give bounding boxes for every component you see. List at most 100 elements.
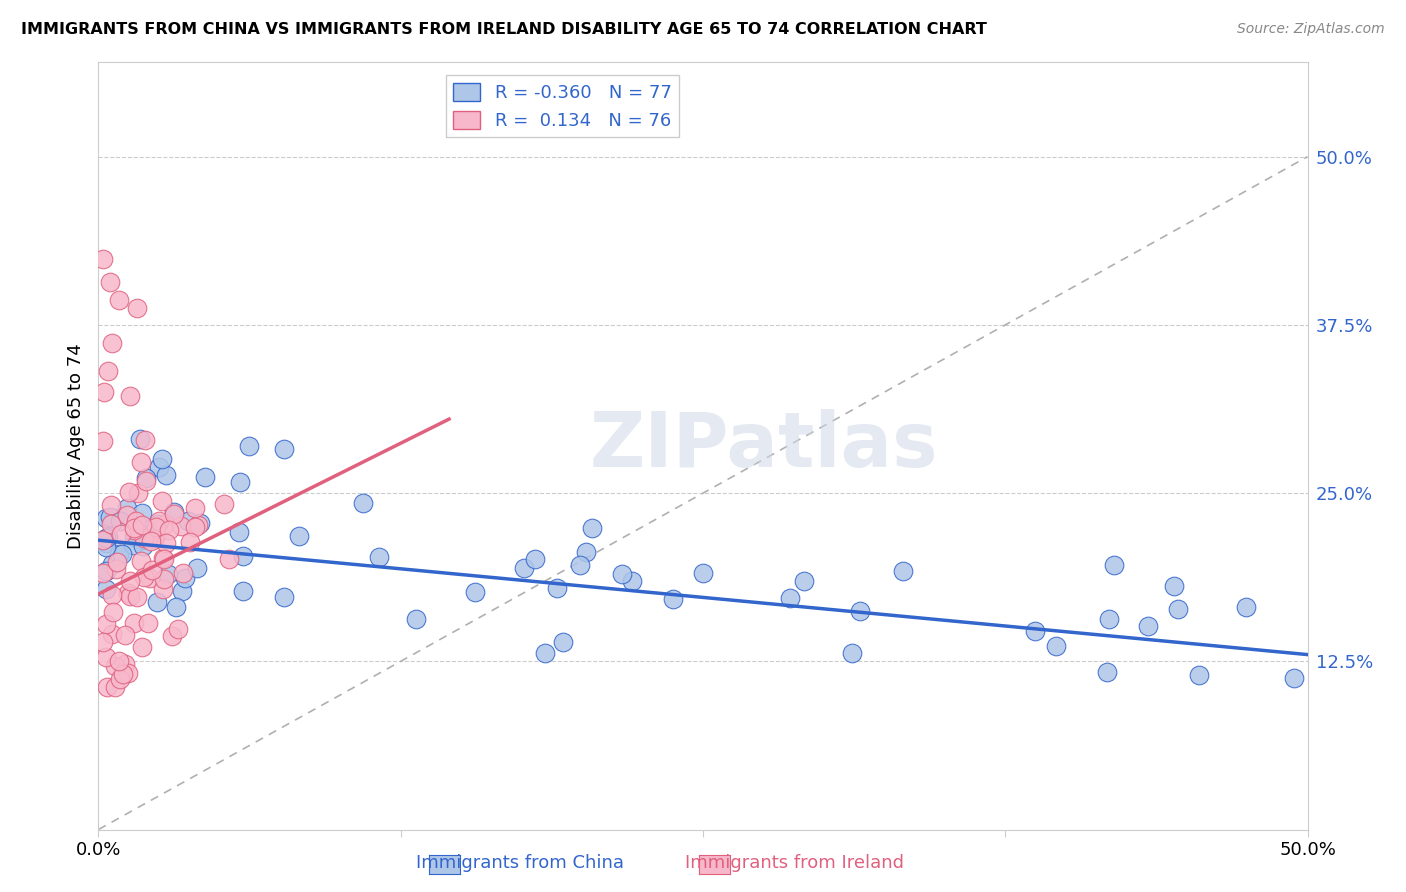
Point <box>122 524 145 538</box>
Point <box>153 552 176 566</box>
Point <box>1137 618 1160 632</box>
Point <box>129 455 152 469</box>
Point <box>1095 665 1118 679</box>
Point <box>135 474 157 488</box>
Point <box>122 530 145 544</box>
Point <box>273 442 295 457</box>
Point <box>145 519 167 533</box>
Point <box>575 545 598 559</box>
Point <box>114 657 136 672</box>
Text: Source: ZipAtlas.com: Source: ZipAtlas.com <box>1237 22 1385 37</box>
Point <box>91 533 114 548</box>
Point <box>513 560 536 574</box>
Point <box>165 600 187 615</box>
Text: ZIPatlas: ZIPatlas <box>589 409 938 483</box>
Legend: R = -0.360   N = 77, R =  0.134   N = 76: R = -0.360 N = 77, R = 0.134 N = 76 <box>446 75 679 137</box>
Point <box>352 496 374 510</box>
Point <box>134 433 156 447</box>
Point <box>97 364 120 378</box>
Point <box>184 520 207 534</box>
Point <box>135 471 157 485</box>
Point <box>153 517 176 532</box>
Point <box>232 583 254 598</box>
Text: Immigrants from China: Immigrants from China <box>416 855 624 872</box>
Point <box>167 623 190 637</box>
Point <box>551 635 574 649</box>
Point <box>523 551 546 566</box>
Point <box>101 335 124 350</box>
Point <box>131 640 153 654</box>
Point <box>367 549 389 564</box>
Point <box>94 582 117 596</box>
Point <box>111 547 134 561</box>
Point <box>94 536 117 550</box>
Point <box>108 654 131 668</box>
Point <box>94 540 117 554</box>
Point <box>91 566 114 580</box>
Point <box>184 501 207 516</box>
Point <box>188 516 211 531</box>
Point <box>127 486 149 500</box>
Point <box>122 520 145 534</box>
Y-axis label: Disability Age 65 to 74: Disability Age 65 to 74 <box>66 343 84 549</box>
Point <box>692 566 714 580</box>
Point <box>94 616 117 631</box>
Point <box>131 554 153 568</box>
Point <box>143 523 166 537</box>
Point <box>157 524 180 538</box>
Point <box>142 533 165 547</box>
Point <box>288 529 311 543</box>
Point <box>103 605 125 619</box>
Point <box>1234 600 1257 615</box>
Point <box>94 531 117 545</box>
Point <box>141 564 163 578</box>
Point <box>136 616 159 631</box>
Point <box>1188 668 1211 682</box>
Point <box>100 558 122 572</box>
Point <box>134 532 156 546</box>
Point <box>104 680 127 694</box>
Point <box>115 501 138 516</box>
Point <box>117 666 139 681</box>
Point <box>155 468 177 483</box>
Point <box>121 538 143 552</box>
Point <box>793 574 815 589</box>
Point <box>405 612 427 626</box>
Point <box>1097 612 1119 626</box>
Point <box>132 539 155 553</box>
Point <box>232 549 254 563</box>
Text: IMMIGRANTS FROM CHINA VS IMMIGRANTS FROM IRELAND DISABILITY AGE 65 TO 74 CORRELA: IMMIGRANTS FROM CHINA VS IMMIGRANTS FROM… <box>21 22 987 37</box>
Point <box>163 508 186 522</box>
Point <box>155 536 177 550</box>
Point <box>94 511 117 525</box>
Point <box>176 514 198 528</box>
Point <box>173 571 195 585</box>
Point <box>145 528 167 542</box>
Point <box>91 434 114 448</box>
Point <box>779 591 801 605</box>
Point <box>662 591 685 606</box>
Point <box>91 635 114 649</box>
Point <box>104 562 127 576</box>
Point <box>620 574 643 588</box>
Point <box>131 533 153 547</box>
Point <box>96 680 118 694</box>
Point <box>108 548 131 562</box>
Point <box>612 566 634 581</box>
Point <box>841 646 863 660</box>
Point <box>108 293 131 308</box>
Point <box>152 582 174 596</box>
Point <box>1282 671 1305 685</box>
Point <box>273 590 295 604</box>
Point <box>94 564 117 578</box>
Point <box>179 535 201 549</box>
Point <box>100 517 122 532</box>
Point <box>104 659 127 673</box>
Point <box>238 439 260 453</box>
Point <box>100 498 122 512</box>
Point <box>118 589 141 603</box>
Point <box>170 518 193 533</box>
Point <box>145 595 167 609</box>
Point <box>131 506 153 520</box>
Point <box>194 470 217 484</box>
